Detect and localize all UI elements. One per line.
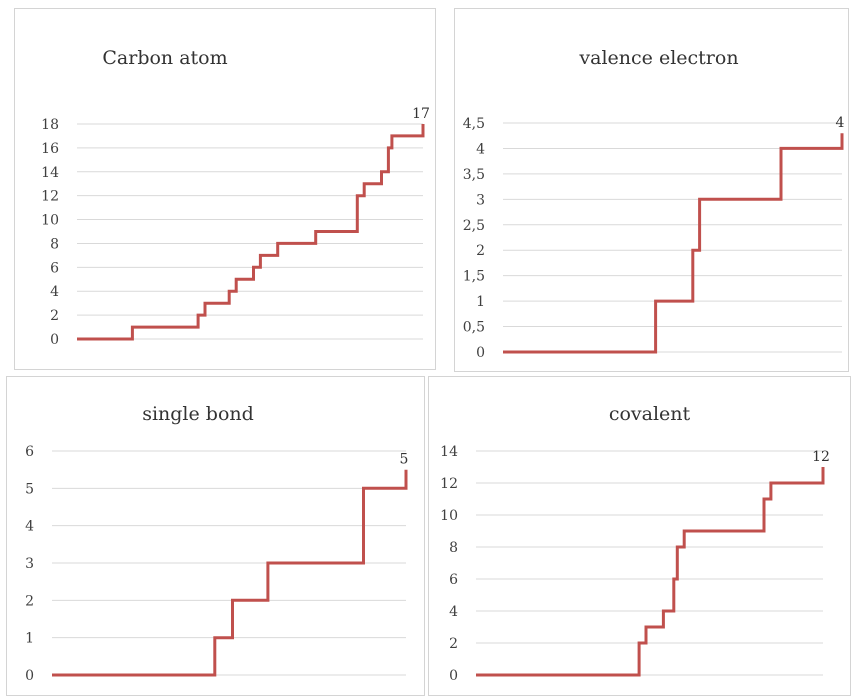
y-tick-label: 0 (50, 332, 59, 348)
y-tick-label: 0 (25, 668, 34, 684)
y-tick-label: 0 (476, 345, 485, 361)
y-tick-label: 6 (25, 444, 34, 460)
y-tick-label: 6 (449, 572, 458, 588)
y-tick-label: 6 (50, 260, 59, 276)
y-tick-label: 12 (41, 189, 59, 205)
y-tick-label: 0 (449, 668, 458, 684)
series-line (503, 133, 842, 352)
y-tick-label: 3 (476, 192, 485, 208)
y-tick-label: 2 (476, 243, 485, 259)
y-tick-label: 14 (440, 444, 458, 460)
series-line (77, 124, 423, 339)
chart-plot: 0 2 4 6 8 10 12 14 16 18 17 (15, 9, 437, 371)
chart-plot: 0 0,5 1 1,5 2 2,5 3 3,5 4 4,5 4 (455, 9, 850, 373)
y-tick-label: 0,5 (463, 320, 485, 336)
chart-plot: 0 2 4 6 8 10 12 14 12 (429, 377, 851, 697)
y-tick-label: 2 (50, 308, 59, 324)
y-tick-label: 18 (41, 117, 59, 133)
y-tick-label: 8 (449, 540, 458, 556)
data-label: 12 (812, 449, 830, 465)
y-tick-label: 2 (25, 593, 34, 609)
series-line (476, 467, 823, 675)
data-label: 4 (836, 115, 845, 131)
y-tick-label: 3,5 (463, 167, 485, 183)
y-tick-label: 10 (41, 213, 59, 229)
y-tick-label: 1 (476, 294, 485, 310)
y-tick-label: 4 (449, 604, 458, 620)
y-tick-label: 4,5 (463, 116, 485, 132)
data-label: 17 (412, 106, 430, 122)
y-tick-label: 1 (25, 631, 34, 647)
y-tick-label: 12 (440, 476, 458, 492)
y-tick-label: 16 (41, 141, 59, 157)
y-tick-label: 4 (476, 141, 485, 157)
data-label: 5 (400, 452, 409, 468)
y-tick-label: 5 (25, 481, 34, 497)
y-tick-label: 4 (50, 284, 59, 300)
y-tick-label: 3 (25, 556, 34, 572)
y-tick-label: 14 (41, 165, 59, 181)
y-tick-label: 1,5 (463, 269, 485, 285)
chart-plot: 0 1 2 3 4 5 6 5 (7, 377, 426, 697)
series-line (52, 470, 406, 675)
y-tick-label: 10 (440, 508, 458, 524)
y-tick-label: 2,5 (463, 218, 485, 234)
y-tick-label: 8 (50, 236, 59, 252)
y-tick-label: 4 (25, 519, 34, 535)
y-tick-label: 2 (449, 636, 458, 652)
